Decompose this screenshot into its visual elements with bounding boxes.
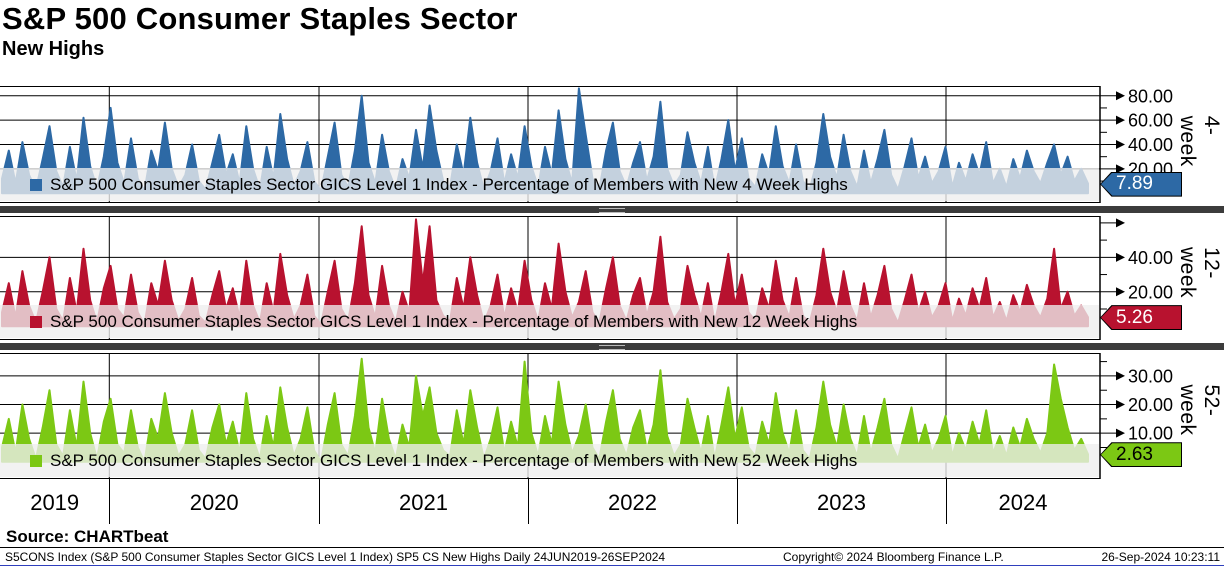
y-tick-label: 20.00 bbox=[1128, 395, 1173, 415]
footer-timestamp: 26-Sep-2024 10:23:11 bbox=[1101, 550, 1220, 564]
x-axis-year-separator bbox=[528, 479, 529, 524]
page-title: S&P 500 Consumer Staples Sector bbox=[2, 1, 518, 36]
y-tick-label: 80.00 bbox=[1128, 86, 1173, 106]
legend-label: S&P 500 Consumer Staples Sector GICS Lev… bbox=[50, 174, 848, 194]
last-value: 7.89 bbox=[1116, 173, 1153, 195]
y-tick-label: 60.00 bbox=[1128, 111, 1173, 131]
y-tick-label: 10.00 bbox=[1128, 424, 1173, 444]
y-tick-label: 20.00 bbox=[1128, 282, 1173, 302]
last-value-badge-52-week: 2.63 bbox=[1100, 442, 1182, 468]
splitter-grip-icon[interactable] bbox=[599, 345, 625, 350]
panel-52-week: 10.00 20.00 30.00 S&P 500 Consumer Staples… bbox=[0, 353, 1224, 479]
x-axis-year-label: 2023 bbox=[817, 490, 866, 515]
panel-4-week: 20.00 40.00 60.00 80.00 S&P 500 Consumer St… bbox=[0, 86, 1224, 203]
x-axis-year-separator bbox=[737, 479, 738, 524]
y-tick-label: 40.00 bbox=[1128, 248, 1173, 268]
panel-axis-title-12-week: 12-week bbox=[1176, 247, 1223, 299]
legend-52-week: S&P 500 Consumer Staples Sector GICS Lev… bbox=[0, 444, 1099, 477]
footer-ticker-info: S5CONS Index (S&P 500 Consumer Staples S… bbox=[5, 550, 666, 564]
splitter-bar[interactable] bbox=[0, 206, 1224, 213]
last-value-badge-4-week: 7.89 bbox=[1100, 171, 1182, 197]
panel-12-week: 20.00 40.00 S&P 500 Consumer Staples Sect… bbox=[0, 216, 1224, 340]
y-tick-label: 30.00 bbox=[1128, 366, 1173, 386]
legend-12-week: S&P 500 Consumer Staples Sector GICS Lev… bbox=[0, 305, 1099, 338]
x-axis-year-label: 2019 bbox=[30, 490, 80, 515]
footer: S5CONS Index (S&P 500 Consumer Staples S… bbox=[0, 547, 1224, 565]
chart-header: S&P 500 Consumer Staples Sector New High… bbox=[0, 1, 1224, 86]
panel-axis-title-4-week: 4-week bbox=[1176, 115, 1223, 167]
x-axis-year-label: 2021 bbox=[399, 490, 448, 515]
footer-copyright: Copyright© 2024 Bloomberg Finance L.P. bbox=[783, 550, 1004, 564]
x-axis-year-separator bbox=[319, 479, 320, 524]
y-tick-label: 40.00 bbox=[1128, 135, 1173, 155]
source-label: Source: CHARTbeat bbox=[6, 527, 169, 546]
last-value-badge-12-week: 5.26 bbox=[1100, 305, 1182, 331]
legend-swatch-icon bbox=[30, 315, 42, 328]
legend-swatch-icon bbox=[30, 454, 42, 467]
panel-splitter[interactable] bbox=[0, 340, 1224, 353]
panel-splitter[interactable] bbox=[0, 203, 1224, 216]
x-axis-year-separator bbox=[946, 479, 947, 524]
x-axis: 2019 2020 2021 2022 2023 2024 bbox=[0, 479, 1224, 527]
x-axis-year-label: 2024 bbox=[998, 490, 1048, 515]
last-value: 5.26 bbox=[1116, 306, 1153, 328]
x-axis-year-label: 2022 bbox=[608, 490, 657, 515]
panel-axis-title-52-week: 52-week bbox=[1176, 384, 1223, 436]
splitter-bar[interactable] bbox=[0, 343, 1224, 350]
splitter-grip-icon[interactable] bbox=[599, 208, 625, 213]
legend-4-week: S&P 500 Consumer Staples Sector GICS Lev… bbox=[0, 168, 1099, 201]
x-axis-year-separator bbox=[109, 479, 111, 524]
page-subtitle: New Highs bbox=[2, 37, 105, 60]
legend-label: S&P 500 Consumer Staples Sector GICS Lev… bbox=[50, 450, 858, 470]
last-value: 2.63 bbox=[1116, 443, 1153, 465]
legend-label: S&P 500 Consumer Staples Sector GICS Lev… bbox=[50, 311, 858, 331]
legend-swatch-icon bbox=[30, 178, 42, 191]
x-axis-year-label: 2020 bbox=[189, 490, 239, 515]
